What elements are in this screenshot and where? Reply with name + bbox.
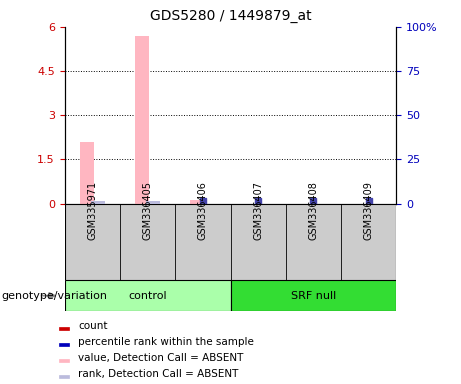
Bar (80, 142, 94, 204)
Bar (65, 280, 230, 311)
Text: GSM335971: GSM335971 (87, 181, 97, 240)
Text: GSM336406: GSM336406 (198, 182, 208, 240)
Bar (91, 201, 105, 204)
Bar (59, 375, 69, 378)
Bar (59, 343, 69, 346)
Text: GSM336409: GSM336409 (364, 182, 374, 240)
Bar (135, 36, 149, 204)
Text: count: count (78, 321, 107, 331)
Bar (59, 359, 69, 362)
Text: genotype/variation: genotype/variation (1, 291, 107, 301)
Text: rank, Detection Call = ABSENT: rank, Detection Call = ABSENT (78, 369, 238, 379)
Bar (230, 280, 396, 311)
Text: control: control (128, 291, 167, 301)
Title: GDS5280 / 1449879_at: GDS5280 / 1449879_at (150, 9, 311, 23)
Text: GSM336405: GSM336405 (142, 181, 153, 240)
Text: value, Detection Call = ABSENT: value, Detection Call = ABSENT (78, 353, 243, 363)
Text: SRF null: SRF null (291, 291, 336, 301)
Text: GSM336408: GSM336408 (308, 182, 319, 240)
Bar (190, 200, 204, 204)
Text: GSM336407: GSM336407 (253, 181, 263, 240)
Bar (146, 200, 160, 204)
Bar (59, 327, 69, 330)
Text: percentile rank within the sample: percentile rank within the sample (78, 338, 254, 348)
